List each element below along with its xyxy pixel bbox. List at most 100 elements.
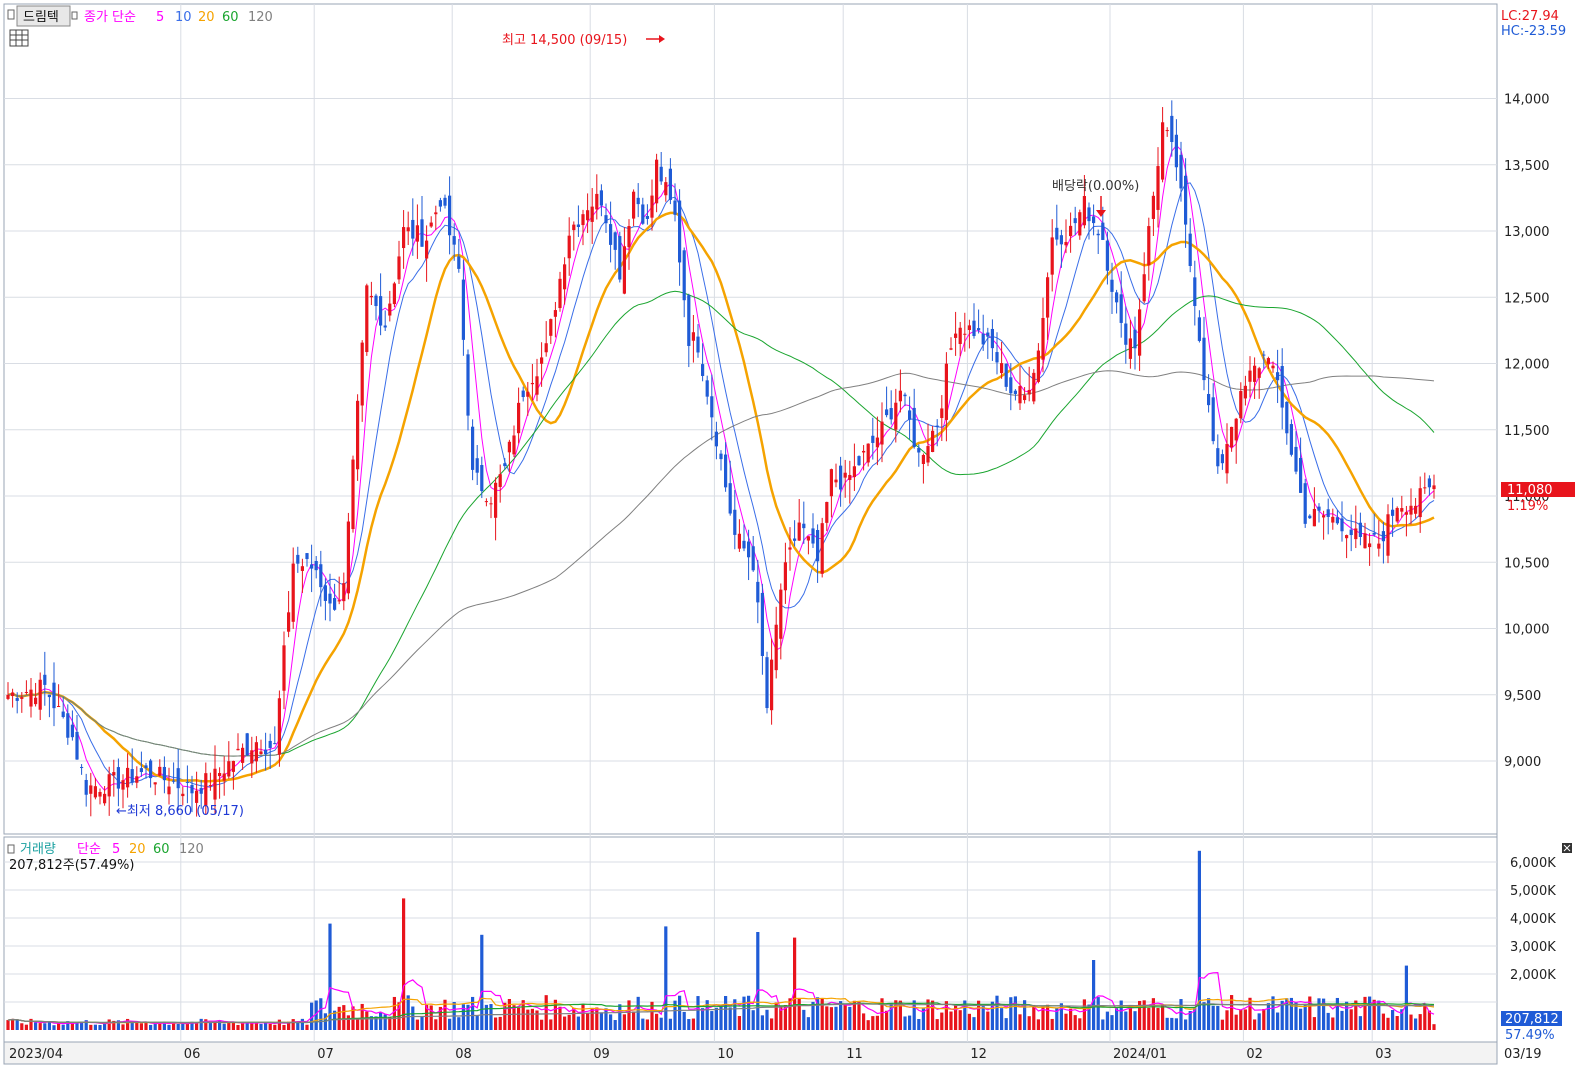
volume-bar[interactable] [512,1005,516,1030]
volume-bar[interactable] [871,1016,875,1030]
volume-bar[interactable] [668,1018,672,1030]
volume-bar[interactable] [751,1010,755,1030]
volume-bar[interactable] [967,1013,971,1030]
candle-body[interactable] [402,227,406,249]
volume-bar[interactable] [1414,1018,1418,1030]
candle-body[interactable] [337,600,341,602]
candle-body[interactable] [1340,518,1344,532]
volume-bar[interactable] [627,1000,631,1030]
volume-bar[interactable] [1073,1015,1077,1030]
candle-body[interactable] [70,724,74,738]
volume-bar[interactable] [1013,996,1017,1030]
candle-body[interactable] [287,612,291,632]
volume-bar[interactable] [337,1006,341,1030]
candle-body[interactable] [1009,377,1013,394]
candle-body[interactable] [1372,532,1376,535]
volume-bar[interactable] [66,1021,70,1030]
volume-bar[interactable] [448,1018,452,1030]
candle-body[interactable] [213,768,217,800]
volume-bar[interactable] [1340,1010,1344,1030]
candle-body[interactable] [443,197,447,206]
candle-body[interactable] [912,407,916,448]
candle-body[interactable] [130,769,134,783]
volume-bar[interactable] [434,1019,438,1030]
candle-body[interactable] [990,328,994,349]
volume-bar[interactable] [1050,1018,1054,1030]
volume-bar[interactable] [1133,1011,1137,1030]
candle-body[interactable] [406,227,410,232]
candle-body[interactable] [6,694,10,699]
candle-body[interactable] [866,443,870,463]
candle-body[interactable] [1381,531,1385,542]
volume-bar[interactable] [728,1007,732,1030]
candle-body[interactable] [1193,277,1197,307]
candle-body[interactable] [1092,216,1096,224]
volume-bar[interactable] [176,1024,180,1030]
volume-bar[interactable] [47,1021,51,1030]
volume-bar[interactable] [650,1001,654,1030]
candlesticks[interactable] [6,100,1436,817]
volume-bar[interactable] [862,1013,866,1030]
volume-bar[interactable] [392,996,396,1030]
volume-bar[interactable] [696,996,700,1030]
candle-body[interactable] [1197,317,1201,341]
volume-bar[interactable] [420,1016,424,1030]
candle-body[interactable] [1004,363,1008,387]
candle-body[interactable] [530,382,534,385]
candle-body[interactable] [333,598,337,610]
volume-bar[interactable] [705,1000,709,1030]
candle-body[interactable] [176,768,180,789]
candle-body[interactable] [1216,448,1220,467]
volume-bar[interactable] [291,1019,295,1030]
volume-bar[interactable] [1188,1011,1192,1030]
candle-body[interactable] [1032,372,1036,402]
volume-bar[interactable] [829,1007,833,1030]
volume-bar[interactable] [1211,1005,1215,1030]
volume-bar[interactable] [1266,1003,1270,1030]
volume-bar[interactable] [687,1019,691,1030]
volume-bar[interactable] [300,1018,304,1030]
volume-bar[interactable] [535,1010,539,1030]
volume-bar[interactable] [158,1022,162,1030]
volume-bar[interactable] [374,1016,378,1030]
candle-body[interactable] [981,333,985,345]
candle-body[interactable] [20,697,24,699]
volume-bar[interactable] [369,1016,373,1030]
candle-body[interactable] [268,740,272,748]
candle-body[interactable] [664,182,668,196]
volume-bar[interactable] [1142,1000,1146,1030]
candle-body[interactable] [388,303,392,316]
volume-bar[interactable] [1372,999,1376,1030]
candle-body[interactable] [1179,154,1183,189]
volume-bar[interactable] [1220,1019,1224,1030]
candle-body[interactable] [172,780,176,782]
candle-body[interactable] [351,459,355,530]
candle-body[interactable] [1266,358,1270,365]
volume-bar[interactable] [604,1008,608,1030]
candle-body[interactable] [880,421,884,445]
volume-bar[interactable] [949,1011,953,1030]
vol-ma5-legend[interactable]: 5 [112,842,120,857]
volume-bar[interactable] [494,1017,498,1030]
volume-bar[interactable] [990,1001,994,1030]
volume-bar[interactable] [57,1023,61,1030]
candle-body[interactable] [632,191,636,219]
candle-body[interactable] [452,236,456,245]
candle-body[interactable] [1069,225,1073,237]
volume-bar[interactable] [126,1018,130,1030]
volume-bar[interactable] [816,997,820,1030]
volume-bar[interactable] [1197,850,1201,1030]
candle-body[interactable] [779,589,783,639]
panel-toggle-icon[interactable] [7,9,15,20]
candle-body[interactable] [1082,196,1086,226]
volume-bar[interactable] [480,934,484,1030]
volume-toggle-icon[interactable] [7,844,15,854]
volume-bar[interactable] [1289,997,1293,1030]
volume-bar[interactable] [360,1003,364,1030]
volume-bar[interactable] [1105,1011,1109,1030]
volume-bar[interactable] [954,1004,958,1030]
volume-bar[interactable] [1027,1016,1031,1030]
candle-body[interactable] [383,325,387,328]
candle-body[interactable] [259,751,263,755]
